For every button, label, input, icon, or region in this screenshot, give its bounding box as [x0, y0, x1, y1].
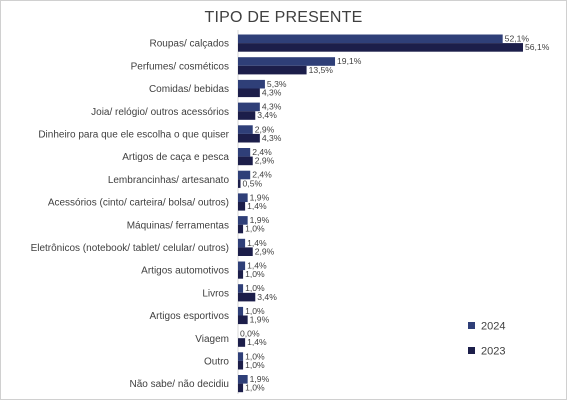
bar-2023	[238, 338, 246, 347]
data-label-2023: 1,0%	[245, 269, 265, 279]
data-label-2023: 56,1%	[525, 42, 550, 52]
category-label: Joia/ relógio/ outros acessórios	[91, 107, 229, 118]
data-label-2024: 1,9%	[250, 374, 270, 384]
bar-2023	[238, 315, 248, 325]
data-label-2023: 1,0%	[245, 224, 265, 234]
data-label-2024: 19,1%	[337, 56, 362, 66]
data-label-2023: 0,5%	[243, 178, 263, 188]
category-label: Eletrônicos (notebook/ tablet/ celular/ …	[31, 243, 229, 254]
data-label-2023: 1,9%	[250, 315, 270, 325]
category-label: Outro	[204, 357, 229, 368]
legend-swatch-2023	[468, 347, 475, 354]
category-label: Livros	[202, 288, 229, 299]
data-label-2024: 1,9%	[250, 192, 270, 202]
category-label: Dinheiro para que ele escolha o que quis…	[38, 130, 229, 141]
bar-2024	[238, 170, 251, 180]
bar-2023	[238, 133, 260, 143]
bar-2023	[238, 270, 244, 279]
category-label: Comidas/ bebidas	[149, 84, 229, 95]
data-label-2023: 2,9%	[255, 246, 275, 256]
data-label-2023: 1,0%	[245, 383, 265, 393]
bar-2023	[238, 43, 523, 52]
data-label-2023: 1,4%	[247, 337, 267, 347]
data-label-2024: 1,0%	[245, 306, 265, 316]
bar-2024	[238, 125, 253, 134]
bar-2023	[238, 88, 260, 98]
bar-2024	[238, 216, 248, 225]
bar-2024	[238, 102, 260, 112]
data-label-2023: 3,4%	[257, 110, 277, 120]
bar-2024	[238, 306, 244, 316]
bar-2023	[238, 179, 241, 188]
data-label-2024: 1,0%	[245, 351, 265, 361]
bar-2023	[238, 224, 244, 234]
data-label-2024: 2,4%	[252, 147, 272, 157]
category-label: Artigos automotivos	[141, 266, 229, 277]
bar-2023	[238, 202, 246, 211]
bar-2024	[238, 193, 248, 202]
data-label-2024: 5,3%	[267, 79, 287, 89]
bar-2023	[238, 156, 253, 166]
data-label-2024: 52,1%	[505, 34, 530, 44]
data-label-2023: 3,4%	[257, 292, 277, 302]
bar-2023	[238, 65, 307, 75]
bar-2024	[238, 57, 336, 66]
bar-2024	[238, 148, 251, 157]
data-label-2023: 1,0%	[245, 360, 265, 370]
bar-2023	[238, 247, 253, 256]
bar-2024	[238, 284, 244, 293]
legend-swatch-2024	[468, 322, 475, 329]
category-label: Lembrancinhas/ artesanato	[108, 175, 230, 186]
chart-title: TIPO DE PRESENTE	[204, 9, 363, 26]
bar-2024	[238, 238, 246, 248]
data-label-2023: 13,5%	[309, 65, 334, 75]
bar-2024	[238, 79, 265, 89]
category-label: Roupas/ calçados	[150, 39, 230, 50]
category-label: Viagem	[195, 334, 229, 345]
legend-label-2024: 2024	[481, 321, 505, 333]
data-label-2023: 1,4%	[247, 201, 267, 211]
bar-2024	[238, 375, 248, 384]
data-label-2024: 2,4%	[252, 170, 272, 180]
bar-2024	[238, 34, 503, 44]
category-label: Acessórios (cinto/ carteira/ bolsa/ outr…	[48, 198, 229, 209]
category-label: Artigos esportivos	[150, 311, 229, 322]
data-label-2024: 1,4%	[247, 261, 267, 271]
category-label: Não sabe/ não decidiu	[129, 379, 229, 390]
data-label-2024: 1,9%	[250, 215, 270, 225]
legend-label-2023: 2023	[481, 346, 505, 358]
category-label: Perfumes/ cosméticos	[131, 61, 229, 72]
bar-2023	[238, 383, 244, 393]
data-label-2024: 2,9%	[255, 124, 275, 134]
data-label-2024: 1,0%	[245, 283, 265, 293]
data-label-2024: 1,4%	[247, 238, 267, 248]
data-label-2024: 4,3%	[262, 102, 282, 112]
category-label: Artigos de caça e pesca	[122, 152, 229, 163]
bar-2023	[238, 360, 244, 370]
data-label-2023: 2,9%	[255, 156, 275, 166]
bar-2024	[238, 352, 244, 361]
bar-2024	[238, 261, 246, 271]
data-label-2023: 4,3%	[262, 88, 282, 98]
bar-2023	[238, 292, 256, 302]
data-label-2023: 4,3%	[262, 133, 282, 143]
bar-2023	[238, 111, 256, 120]
category-label: Máquinas/ ferramentas	[127, 220, 229, 231]
data-label-2024: 0,0%	[240, 329, 260, 339]
